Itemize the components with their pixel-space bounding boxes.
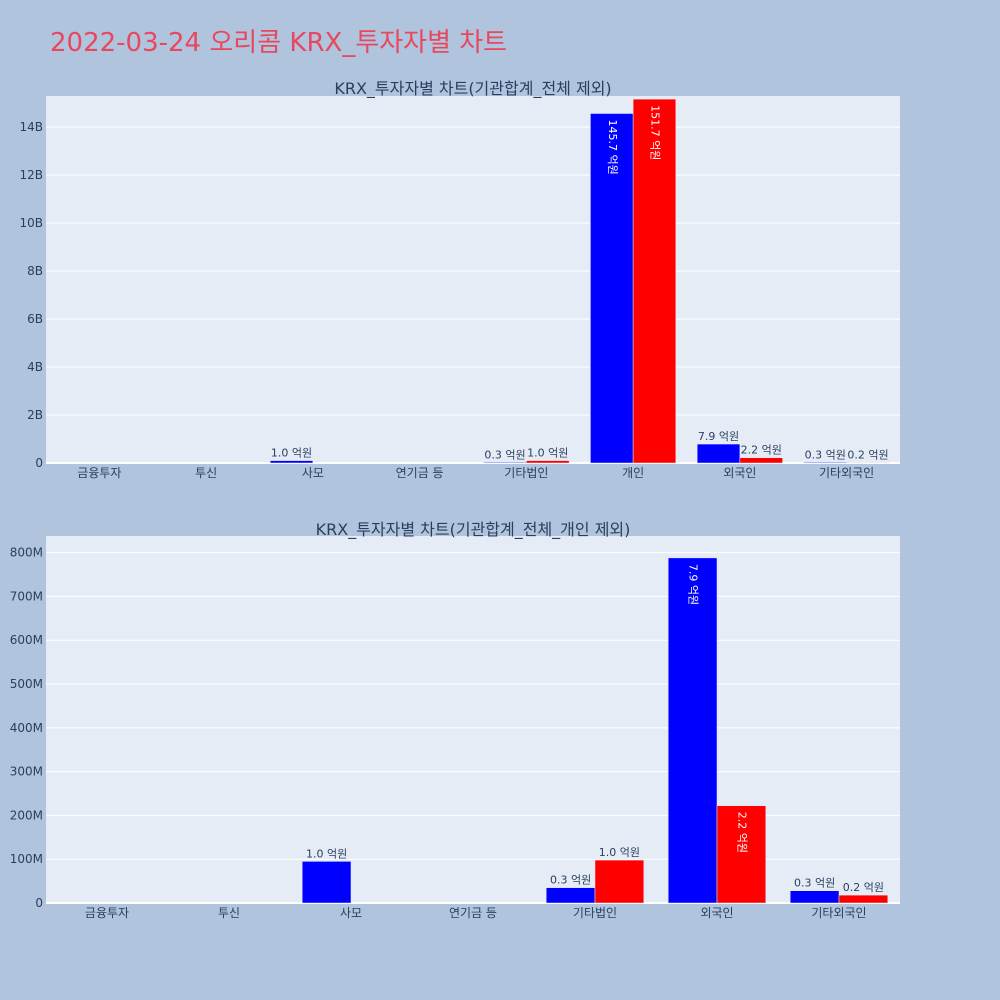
y-tick-label: 0 xyxy=(35,896,43,910)
y-tick-label: 100M xyxy=(10,852,43,866)
bar xyxy=(789,890,840,904)
x-tick-label: 금융투자 xyxy=(77,466,121,480)
bar xyxy=(667,557,718,904)
y-tick-label: 600M xyxy=(10,633,43,647)
data-label: 0.3 억원 xyxy=(484,448,525,461)
y-tick-label: 8B xyxy=(27,264,43,278)
data-label: 151.7 억원 xyxy=(648,105,661,160)
y-tick-label: 500M xyxy=(10,677,43,691)
subplot-title: KRX_투자자별 차트(기관합계_전체 제외) xyxy=(334,79,611,99)
x-tick-label: 기타법인 xyxy=(504,466,548,480)
x-tick-label: 외국인 xyxy=(700,906,733,920)
y-tick-label: 10B xyxy=(19,216,43,230)
data-label: 0.3 억원 xyxy=(794,877,835,890)
y-tick-label: 14B xyxy=(19,120,43,134)
x-tick-label: 외국인 xyxy=(723,466,756,480)
x-tick-label: 개인 xyxy=(622,466,644,480)
bar xyxy=(803,462,847,464)
data-label: 0.2 억원 xyxy=(843,881,884,894)
bar xyxy=(526,460,570,464)
x-tick-label: 투신 xyxy=(195,466,217,480)
data-label: 2.2 억원 xyxy=(735,812,748,853)
bar xyxy=(838,894,889,904)
plot-area xyxy=(46,536,900,903)
y-tick-label: 2B xyxy=(27,408,43,422)
y-tick-label: 4B xyxy=(27,360,43,374)
bar xyxy=(483,462,527,464)
y-tick-label: 0 xyxy=(35,456,43,470)
y-tick-label: 12B xyxy=(19,168,43,182)
bar xyxy=(739,457,783,464)
subplot-top: 0 2B 4B 6B 8B 10B 12B 14B 금융투자 투신 사모 연기금 등 기타법인 개인 외국인… xyxy=(19,79,900,480)
x-tick-label: 기타외국인 xyxy=(811,906,866,920)
bar xyxy=(545,887,596,904)
y-tick-label: 800M xyxy=(10,546,43,560)
x-tick-label: 연기금 등 xyxy=(449,906,497,920)
bar xyxy=(301,861,352,904)
bar xyxy=(696,443,741,464)
subplot-title: KRX_투자자별 차트(기관합계_전체_개인 제외) xyxy=(316,520,631,540)
data-label: 145.7 억원 xyxy=(606,120,619,175)
x-tick-label: 기타법인 xyxy=(573,906,617,920)
bar xyxy=(716,805,767,904)
y-tick-label: 700M xyxy=(10,589,43,603)
data-label: 7.9 억원 xyxy=(687,564,700,605)
data-label: 1.0 억원 xyxy=(306,847,347,860)
plot-area xyxy=(46,96,900,463)
y-tick-label: 300M xyxy=(10,765,43,779)
bar xyxy=(590,113,634,464)
x-tick-label: 사모 xyxy=(340,906,362,920)
data-label: 1.0 억원 xyxy=(599,846,640,859)
bar xyxy=(632,98,677,464)
y-tick-label: 6B xyxy=(27,312,43,326)
y-tick-label: 200M xyxy=(10,808,43,822)
y-tick-label: 400M xyxy=(10,721,43,735)
bar xyxy=(594,859,645,904)
data-label: 0.3 억원 xyxy=(805,448,846,461)
x-tick-label: 기타외국인 xyxy=(819,466,874,480)
x-tick-label: 투신 xyxy=(218,906,240,920)
data-label: 7.9 억원 xyxy=(698,430,739,443)
page-title: 2022-03-24 오리콤 KRX_투자자별 차트 xyxy=(50,28,508,58)
data-label: 1.0 억원 xyxy=(527,447,568,460)
data-label: 2.2 억원 xyxy=(741,444,782,457)
bar xyxy=(269,460,314,464)
data-label: 0.2 억원 xyxy=(847,449,888,462)
x-tick-label: 금융투자 xyxy=(85,906,129,920)
x-tick-label: 연기금 등 xyxy=(396,466,444,480)
subplot-bottom: 0 100M 200M 300M 400M 500M 600M 700M 800M 금융투자 투신 사… xyxy=(10,520,900,920)
x-tick-label: 사모 xyxy=(302,466,324,480)
data-label: 1.0 억원 xyxy=(271,447,312,460)
data-label: 0.3 억원 xyxy=(550,874,591,887)
